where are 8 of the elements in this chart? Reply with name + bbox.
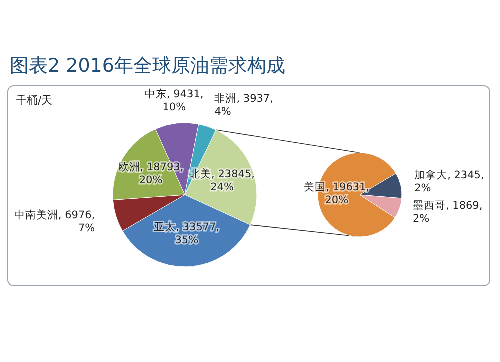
slice-label: 墨西哥, 1869, 2% xyxy=(412,200,483,226)
slice-label: 中东, 9431, 10% xyxy=(145,88,204,114)
slice-label: 加拿大, 2345, 2% xyxy=(414,168,484,194)
chart-title: 图表2 2016年全球原油需求构成 xyxy=(10,55,286,77)
slice-label: 非洲, 3937, 4% xyxy=(214,92,274,118)
slice-label: 亚太, 33577, 35% xyxy=(154,220,220,247)
slice-label: 中南美洲, 6976, 7% xyxy=(14,208,96,235)
text: 千桶/天 xyxy=(16,94,53,107)
